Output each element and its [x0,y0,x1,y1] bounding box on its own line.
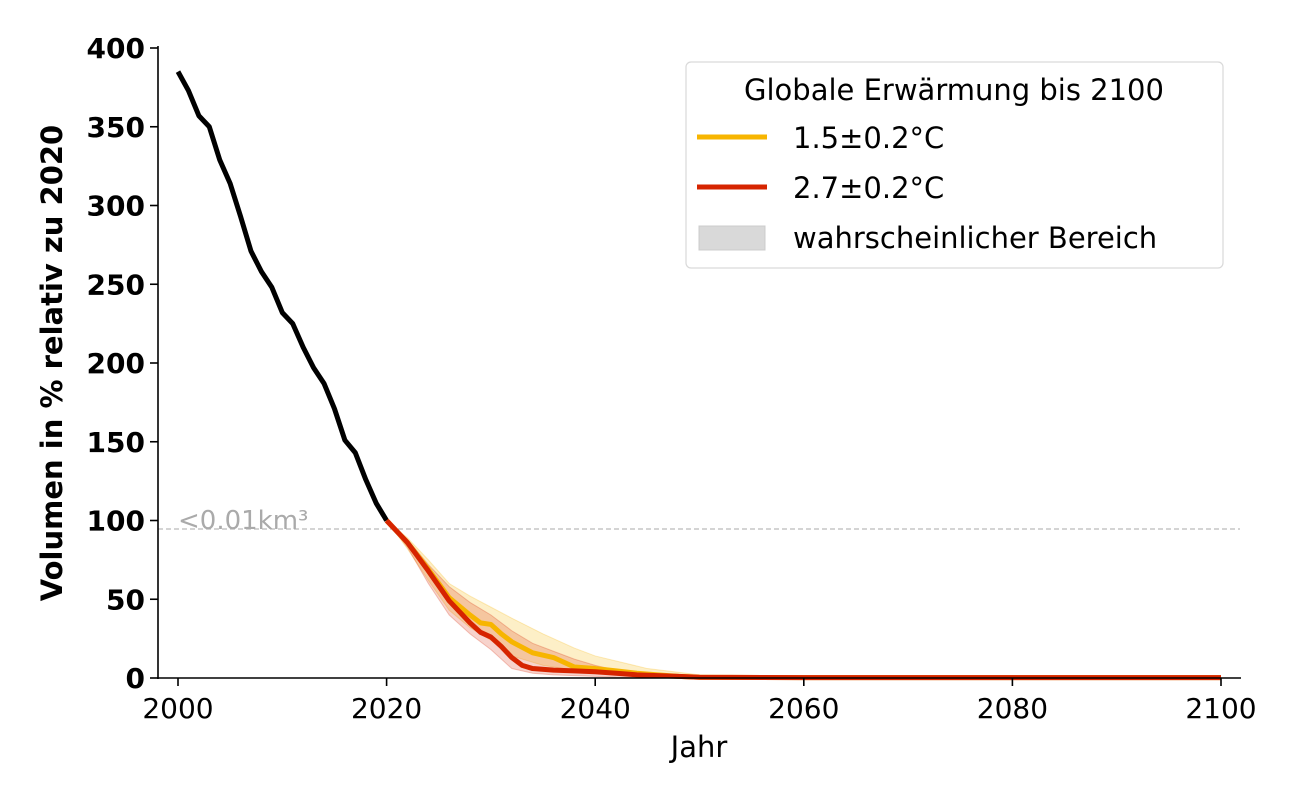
x-tick-label: 2100 [1185,692,1256,725]
legend-label-range: wahrscheinlicher Bereich [793,221,1157,255]
legend-swatch-range [698,225,766,251]
y-tick-label: 400 [87,32,145,65]
y-tick-label: 0 [126,662,145,695]
y-tick-label: 150 [87,426,145,459]
legend-box [685,61,1224,269]
threshold-label: <0.01km³ [178,506,308,536]
y-tick-label: 200 [87,347,145,380]
legend-label-2.7: 2.7±0.2°C [793,171,944,205]
series-line-2.7±0.2°C [384,518,1221,681]
legend: Globale Erwärmung bis 2100 1.5±0.2°C 2.7… [685,61,1224,269]
x-axis-label: Jahr [669,730,728,764]
x-ticks: 2000 2020 2040 2060 2080 2100 [142,678,1257,725]
series-lines [175,70,1221,681]
x-tick-label: 2000 [142,692,213,725]
x-tick-label: 2080 [977,692,1048,725]
y-tick-label: 250 [87,268,145,301]
x-tick-label: 2040 [560,692,631,725]
y-tick-label: 300 [87,190,145,223]
series-line-Beobachtung [175,70,389,522]
legend-title: Globale Erwärmung bis 2100 [744,73,1164,107]
y-tick-label: 100 [87,505,145,538]
y-axis-label: Volumen in % relativ zu 2020 [35,125,69,601]
y-tick-label: 350 [87,111,145,144]
y-tick-label: 50 [106,583,145,616]
x-tick-label: 2060 [768,692,839,725]
y-ticks: 0 50 100 150 200 250 300 350 400 [87,32,158,695]
x-tick-label: 2020 [351,692,422,725]
legend-label-1.5: 1.5±0.2°C [793,121,944,155]
